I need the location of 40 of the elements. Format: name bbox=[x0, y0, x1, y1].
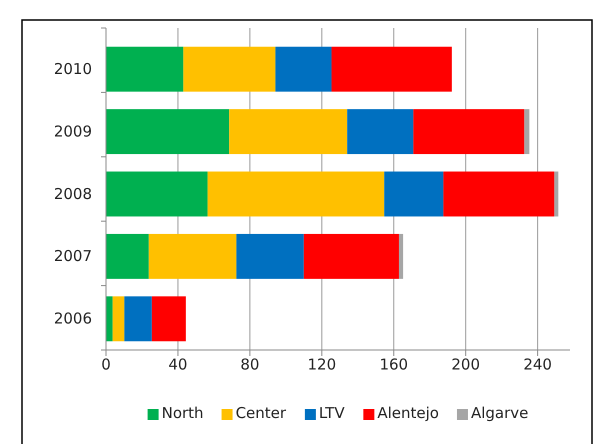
bar bbox=[384, 172, 444, 216]
bar bbox=[304, 234, 399, 279]
bar bbox=[106, 296, 113, 342]
y-tick-label: 2009 bbox=[54, 122, 92, 140]
bar bbox=[152, 296, 186, 342]
bar bbox=[398, 234, 404, 279]
bar bbox=[332, 46, 452, 92]
legend-label: Center bbox=[236, 404, 287, 422]
x-tick-label: 240 bbox=[523, 356, 552, 374]
bar bbox=[236, 234, 304, 279]
bar bbox=[275, 46, 332, 92]
bar bbox=[208, 172, 384, 216]
legend-label: LTV bbox=[318, 404, 346, 422]
y-tick-label: 2007 bbox=[54, 247, 92, 266]
bar bbox=[148, 234, 236, 279]
y-tick-label: 2006 bbox=[54, 310, 92, 328]
bar bbox=[554, 172, 558, 216]
bar bbox=[106, 172, 208, 216]
y-tick-label: 2008 bbox=[54, 184, 92, 203]
bar bbox=[443, 172, 554, 216]
legend-label: Alentejo bbox=[377, 404, 439, 422]
x-tick-label: 160 bbox=[379, 356, 408, 374]
x-tick-label: 0 bbox=[101, 356, 111, 374]
x-tick-label: 120 bbox=[307, 356, 336, 374]
bar bbox=[112, 296, 124, 342]
x-tick-label: 200 bbox=[451, 356, 480, 374]
x-tick-label: 80 bbox=[240, 356, 260, 374]
bar bbox=[524, 109, 530, 154]
bar bbox=[413, 109, 524, 154]
bar bbox=[229, 109, 348, 154]
bar bbox=[106, 46, 184, 92]
bar bbox=[183, 46, 276, 92]
legend-label: Algarve bbox=[470, 404, 528, 422]
x-tick-label: 40 bbox=[168, 356, 188, 374]
bar bbox=[124, 296, 152, 342]
y-tick-label: 2010 bbox=[54, 60, 92, 78]
bar bbox=[106, 234, 149, 279]
bar bbox=[106, 109, 230, 154]
bar bbox=[347, 109, 414, 154]
legend-label: North bbox=[162, 404, 204, 422]
